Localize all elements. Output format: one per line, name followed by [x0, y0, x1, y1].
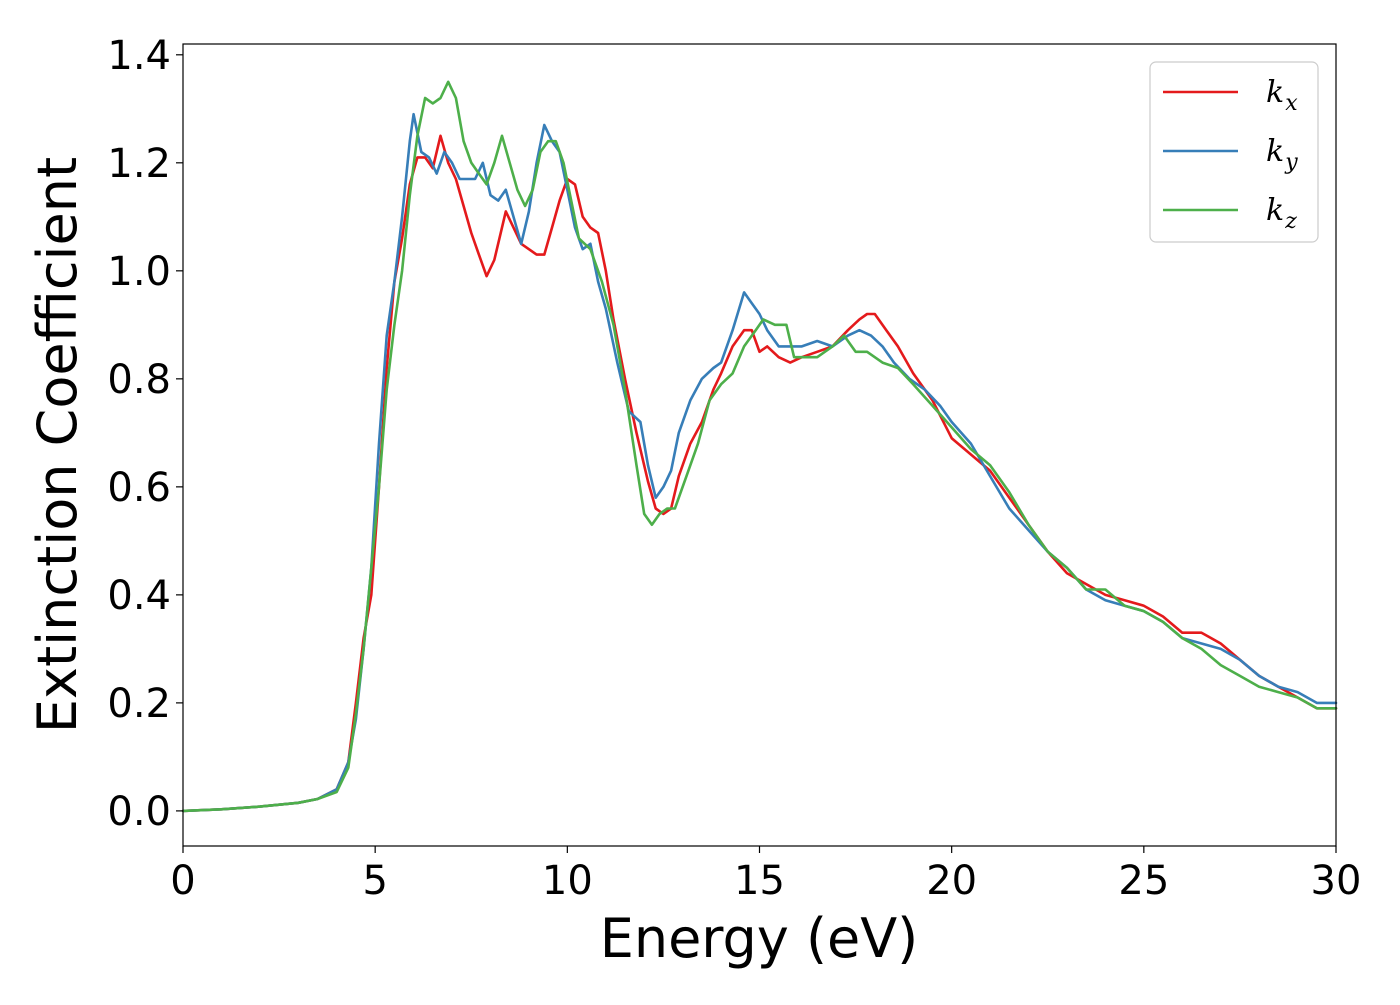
x-tick-label: 10 [542, 858, 593, 904]
y-tick-label: 1.2 [107, 141, 171, 187]
y-tick-label: 1.0 [107, 249, 171, 295]
x-tick-label: 5 [362, 858, 387, 904]
x-tick-label: 15 [734, 858, 785, 904]
y-axis-ticks: 0.0 0.2 0.4 0.6 0.8 1.0 1.2 1.4 [107, 33, 183, 835]
y-tick-label: 0.6 [107, 465, 171, 511]
y-axis-title: Extinction Coefficient [26, 157, 89, 733]
x-tick-label: 20 [926, 858, 977, 904]
y-tick-label: 0.8 [107, 357, 171, 403]
x-tick-label: 25 [1118, 858, 1169, 904]
series-layer [181, 80, 1338, 813]
y-tick-label: 0.2 [107, 681, 171, 727]
x-tick-label: 0 [170, 858, 195, 904]
x-axis-ticks: 0 5 10 15 20 25 30 [170, 846, 1361, 904]
y-tick-label: 1.4 [107, 33, 171, 79]
x-axis-title: Energy (eV) [600, 907, 919, 970]
y-tick-label: 0.0 [107, 789, 171, 835]
series-line-z [181, 80, 1338, 813]
x-tick-label: 30 [1311, 858, 1362, 904]
y-tick-label: 0.4 [107, 573, 171, 619]
